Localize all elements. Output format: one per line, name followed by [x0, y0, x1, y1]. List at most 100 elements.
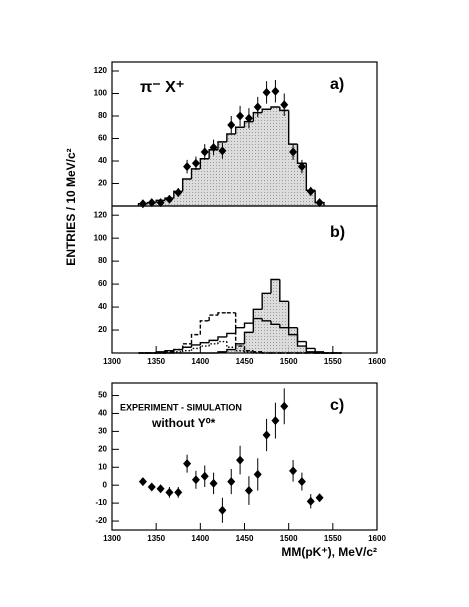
histogram-bin: [288, 327, 298, 353]
y-tick-label: 30: [98, 427, 107, 436]
y-tick-label: 10: [98, 462, 107, 471]
histogram-step: [243, 346, 254, 352]
data-point: [280, 100, 289, 110]
y-tick-label: 80: [98, 256, 107, 265]
histogram-bin: [173, 191, 183, 206]
histogram-step: [296, 327, 307, 347]
histogram-step: [226, 348, 236, 352]
histogram-step: [226, 341, 236, 348]
data-point: [236, 111, 245, 121]
histogram-step: [234, 347, 245, 352]
y-tick-label: 40: [98, 409, 107, 418]
x-tick-label: 1400: [191, 534, 209, 543]
y-tick-label: 100: [94, 233, 108, 242]
data-point: [227, 477, 236, 487]
data-point: [174, 188, 183, 197]
y-tick-label: 20: [98, 444, 107, 453]
data-point: [236, 455, 245, 465]
histogram-bin: [279, 110, 289, 206]
data-point: [147, 198, 156, 208]
histogram-step: [296, 144, 307, 164]
histogram-step: [181, 343, 192, 350]
x-tick-label: 1550: [324, 534, 342, 543]
y-tick-label: 40: [98, 156, 107, 165]
histogram-step: [226, 332, 236, 337]
plot-frame: [111, 205, 378, 354]
histogram-step: [252, 111, 263, 122]
histogram-bin: [209, 149, 218, 206]
histogram-step: [199, 320, 210, 335]
histogram-step: [279, 107, 289, 112]
data-point: [138, 477, 147, 487]
annotation: without Y⁰*: [151, 416, 216, 430]
histogram-bin: [182, 179, 192, 206]
y-tick-label: 80: [98, 111, 107, 120]
histogram-bin: [253, 309, 263, 353]
data-point: [262, 430, 271, 440]
histogram-step: [190, 333, 201, 344]
y-tick-label: -10: [95, 498, 107, 507]
histogram-bin: [271, 279, 280, 353]
y-tick-label: 120: [94, 210, 108, 219]
histogram-bin: [226, 134, 236, 206]
histogram-step: [199, 158, 210, 169]
histogram-bin: [262, 293, 271, 353]
histogram-step: [234, 312, 245, 347]
data-point: [289, 147, 298, 157]
histogram-step: [181, 178, 192, 192]
y-tick-label: 0: [103, 480, 108, 489]
histogram-bin: [306, 190, 316, 206]
histogram-step: [199, 341, 210, 345]
panel-label: b): [330, 224, 345, 241]
histogram-bin: [253, 112, 263, 206]
histogram-bin: [244, 332, 254, 353]
histogram-step: [190, 347, 201, 351]
histogram-step: [217, 312, 227, 316]
data-point: [253, 102, 262, 112]
y-tick-label: 120: [94, 66, 108, 75]
data-point: [271, 416, 280, 426]
x-axis-label: MM(pK⁺), MeV/c²: [281, 545, 377, 559]
histogram-step: [173, 348, 183, 352]
data-point: [147, 482, 156, 492]
data-point: [191, 158, 200, 168]
data-point: [297, 162, 306, 172]
data-point: [165, 487, 174, 497]
data-point: [156, 484, 165, 494]
y-tick-label: 40: [98, 302, 107, 311]
data-point: [191, 475, 200, 485]
data-point: [165, 194, 174, 204]
data-point: [200, 147, 209, 157]
y-tick-label: 100: [94, 89, 108, 98]
y-tick-label: 60: [98, 279, 107, 288]
x-tick-label: 1350: [147, 357, 165, 366]
histogram-step: [287, 110, 298, 145]
histogram-bin: [235, 343, 245, 353]
histogram-bin: [288, 144, 298, 206]
x-tick-label: 1450: [236, 357, 254, 366]
x-tick-label: 1600: [368, 357, 386, 366]
x-tick-label: 1450: [236, 534, 254, 543]
y-tick-label: 20: [98, 179, 107, 188]
histogram-step: [287, 327, 298, 336]
histogram-step: [270, 106, 280, 110]
data-point: [280, 401, 289, 411]
data-point: [306, 496, 315, 506]
x-tick-label: 1500: [280, 534, 298, 543]
histogram-step: [217, 141, 227, 150]
plot-frame: [111, 382, 378, 531]
histogram-bin: [262, 109, 271, 206]
data-point: [289, 466, 298, 476]
data-point: [209, 143, 218, 152]
histogram-step: [234, 126, 245, 134]
data-point: [262, 87, 271, 97]
data-point: [227, 120, 236, 130]
x-tick-label: 1600: [368, 534, 386, 543]
histogram-step: [252, 308, 263, 333]
histogram-step: [270, 278, 280, 294]
panel-label: c): [330, 397, 344, 414]
histogram-step: [287, 301, 298, 329]
histogram-bin: [244, 121, 254, 206]
histogram-step: [270, 320, 280, 325]
